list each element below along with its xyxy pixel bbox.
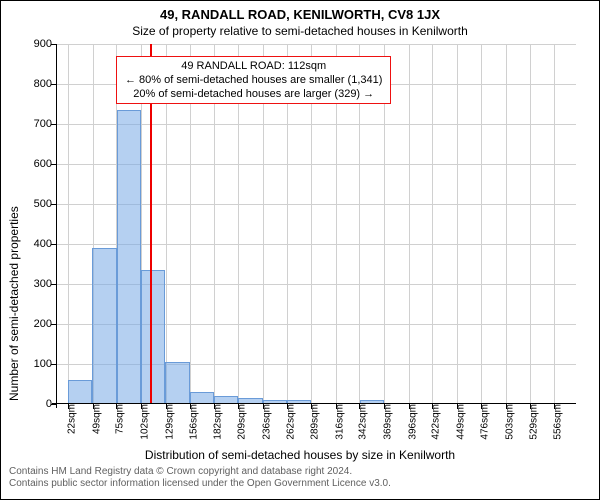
x-tick-label: 369sqm [374, 404, 393, 440]
x-tick-label: 182sqm [204, 404, 223, 440]
y-tick-label: 800 [34, 78, 56, 90]
callout-line-1: 49 RANDALL ROAD: 112sqm [125, 59, 382, 73]
plot-area: 010020030040050060070080090022sqm49sqm75… [56, 44, 576, 404]
x-tick-label: 129sqm [156, 404, 175, 440]
y-tick-label: 600 [34, 158, 56, 170]
page-subtitle: Size of property relative to semi-detach… [1, 22, 599, 38]
footer-line-2: Contains public sector information licen… [9, 478, 591, 490]
x-axis-line [52, 403, 576, 404]
gridline-v [68, 44, 69, 404]
x-tick-label: 22sqm [59, 404, 78, 434]
x-tick-label: 556sqm [545, 404, 564, 440]
x-tick-label: 156sqm [181, 404, 200, 440]
footer-attribution: Contains HM Land Registry data © Crown c… [1, 462, 599, 490]
gridline-v [457, 44, 458, 404]
x-tick-label: 75sqm [107, 404, 126, 434]
histogram-bar [165, 362, 189, 404]
gridline-v [530, 44, 531, 404]
gridline-v [506, 44, 507, 404]
page-title: 49, RANDALL ROAD, KENILWORTH, CV8 1JX [1, 1, 599, 22]
callout-line-3: 20% of semi-detached houses are larger (… [125, 87, 382, 101]
x-tick-label: 262sqm [277, 404, 296, 440]
x-tick-label: 342sqm [350, 404, 369, 440]
chart-frame: 49, RANDALL ROAD, KENILWORTH, CV8 1JX Si… [0, 0, 600, 500]
gridline-v [554, 44, 555, 404]
x-tick-label: 449sqm [447, 404, 466, 440]
y-axis-label: Number of semi-detached properties [7, 206, 21, 401]
y-axis-line [56, 44, 57, 408]
x-tick-label: 289sqm [302, 404, 321, 440]
y-tick-label: 100 [34, 358, 56, 370]
callout-line-2: ← 80% of semi-detached houses are smalle… [125, 73, 382, 87]
x-tick-label: 102sqm [131, 404, 150, 440]
gridline-h [56, 44, 576, 45]
histogram-bar [141, 270, 165, 404]
x-tick-label: 422sqm [423, 404, 442, 440]
x-tick-label: 209sqm [229, 404, 248, 440]
x-tick-label: 476sqm [472, 404, 491, 440]
y-tick-label: 500 [34, 198, 56, 210]
gridline-v [409, 44, 410, 404]
callout-box: 49 RANDALL ROAD: 112sqm ← 80% of semi-de… [116, 56, 391, 104]
y-tick-label: 700 [34, 118, 56, 130]
histogram-bar [68, 380, 92, 404]
x-tick-label: 529sqm [520, 404, 539, 440]
footer-line-1: Contains HM Land Registry data © Crown c… [9, 466, 591, 478]
x-tick-label: 503sqm [496, 404, 515, 440]
x-tick-label: 396sqm [399, 404, 418, 440]
gridline-v [432, 44, 433, 404]
y-tick-label: 200 [34, 318, 56, 330]
x-tick-label: 49sqm [83, 404, 102, 434]
gridline-v [481, 44, 482, 404]
x-tick-label: 316sqm [326, 404, 345, 440]
y-tick-label: 300 [34, 278, 56, 290]
histogram-bar [92, 248, 116, 404]
y-tick-label: 0 [46, 398, 56, 410]
x-tick-label: 236sqm [253, 404, 272, 440]
x-axis-label: Distribution of semi-detached houses by … [1, 446, 599, 462]
y-tick-label: 400 [34, 238, 56, 250]
histogram-bar [117, 110, 141, 404]
y-tick-label: 900 [34, 38, 56, 50]
